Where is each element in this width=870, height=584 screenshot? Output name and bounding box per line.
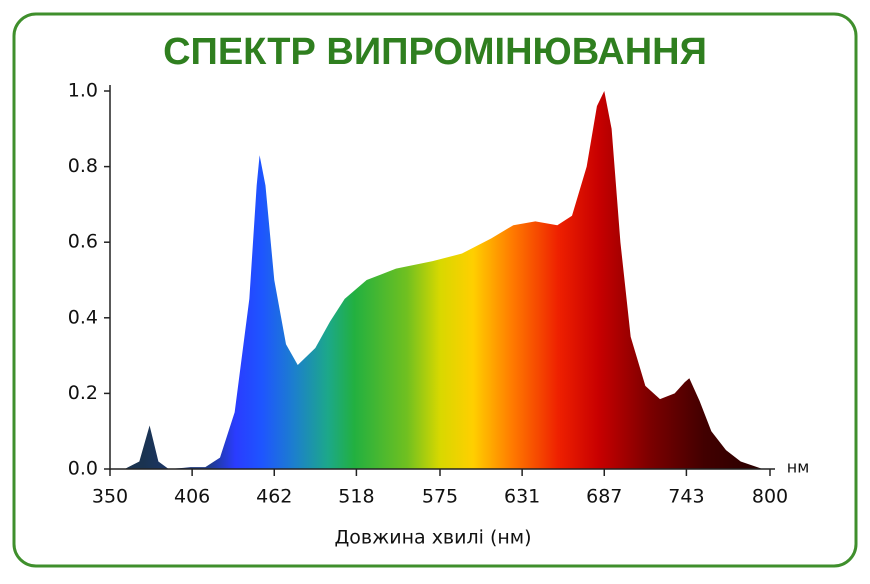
- y-tick-label: 1.0: [68, 80, 98, 102]
- x-tick-label: 350: [92, 486, 128, 508]
- x-tick-label: 687: [586, 486, 622, 508]
- spectrum-area: [110, 91, 770, 469]
- x-tick-label: 462: [256, 486, 292, 508]
- chart-title: СПЕКТР ВИПРОМІНЮВАННЯ: [163, 31, 707, 73]
- x-tick-label: 406: [174, 486, 210, 508]
- x-tick-label: 631: [504, 486, 540, 508]
- x-tick-label: 800: [752, 486, 788, 508]
- x-tick-label: 743: [668, 486, 704, 508]
- x-tick-label: 575: [422, 486, 458, 508]
- y-tick-label: 0.8: [68, 155, 98, 177]
- y-tick-label: 0.0: [68, 458, 98, 480]
- y-tick-label: 0.4: [68, 306, 98, 328]
- y-tick-label: 0.2: [68, 382, 98, 404]
- x-unit: нм: [787, 458, 810, 477]
- x-axis-label: Довжина хвилі (нм): [334, 527, 531, 549]
- y-tick-label: 0.6: [68, 231, 98, 253]
- plot: 0.0 0.2 0.4 0.6 0.8 1.0 350 406 462 518 575 631 687 7…: [68, 80, 788, 508]
- x-tick-label: 518: [338, 486, 374, 508]
